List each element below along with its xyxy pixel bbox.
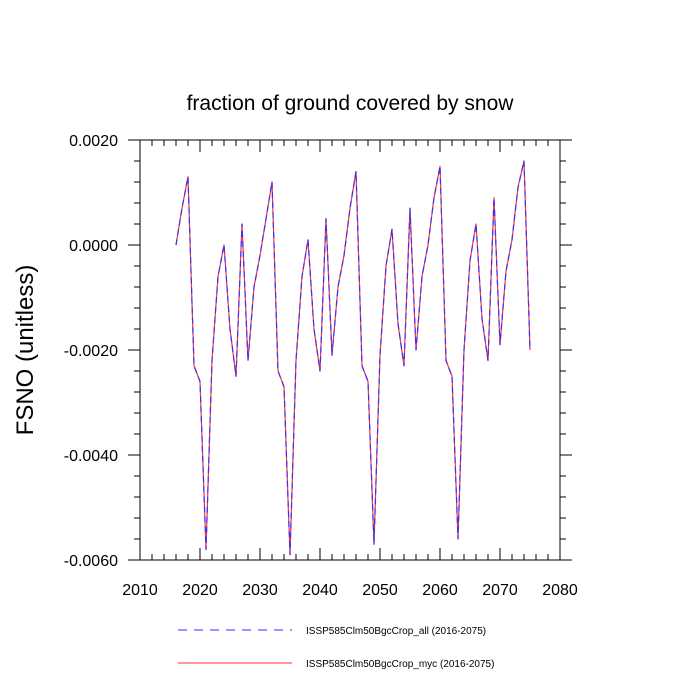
x-tick-label: 2040 [302,582,338,599]
x-tick-label: 2050 [362,582,398,599]
x-tick-label: 2010 [122,582,158,599]
y-axis-label: FSNO (unitless) [12,265,39,436]
plot-frame [139,139,561,561]
axis-ticks [128,139,572,561]
series-line-myc [175,160,531,556]
legend: ISSP585Clm50BgcCrop_all (2016-2075) ISSP5… [178,626,494,670]
y-tick-label: 0.0000 [69,238,118,255]
y-tick-label: -0.0060 [64,553,118,570]
y-tick-label: -0.0020 [64,343,118,360]
axis-tick-labels: 2010 2020 2030 2040 2050 2060 2070 2080 0.0020 0.… [64,133,578,599]
x-tick-label: 2070 [482,582,518,599]
x-tick-label: 2020 [182,582,218,599]
legend-label-myc: ISSP585Clm50BgcCrop_myc (2016-2075) [306,659,494,670]
y-tick-label: 0.0020 [69,133,118,150]
x-tick-label: 2060 [422,582,458,599]
chart-title: fraction of ground covered by snow [187,92,515,115]
series-layer [175,160,531,556]
y-tick-label: -0.0040 [64,448,118,465]
legend-label-all: ISSP585Clm50BgcCrop_all (2016-2075) [306,626,486,637]
x-tick-label: 2080 [542,582,578,599]
x-tick-label: 2030 [242,582,278,599]
series-line-all [175,160,531,556]
